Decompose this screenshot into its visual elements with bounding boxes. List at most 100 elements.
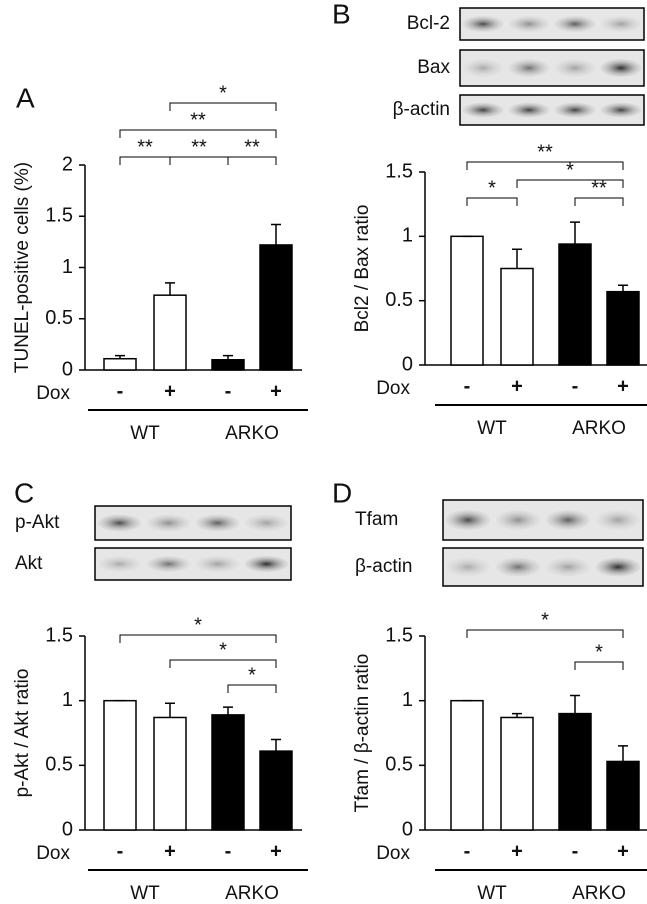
- significance-label: *: [541, 609, 549, 631]
- blot-band: [244, 514, 289, 532]
- blot-label: β-actin: [393, 99, 450, 120]
- y-axis-label: Tfam / β-actin ratio: [352, 654, 373, 813]
- blot-band: [244, 556, 289, 572]
- significance-label: *: [595, 641, 603, 663]
- bar: [211, 714, 245, 831]
- significance-bracket: [466, 197, 518, 206]
- y-tick-label: 1: [402, 689, 413, 711]
- significance-bracket: [466, 161, 624, 170]
- significance-label: *: [219, 639, 227, 661]
- error-bar: [570, 221, 580, 245]
- bar: [450, 699, 484, 831]
- error-bar: [223, 706, 233, 715]
- panel-letter: A: [16, 82, 35, 113]
- blot-label: Bax: [417, 57, 450, 78]
- x-tick-label: +: [164, 840, 176, 862]
- panel-letter: B: [332, 0, 351, 29]
- error-bar: [512, 248, 522, 269]
- group-label: WT: [130, 423, 160, 444]
- x-tick-label: +: [164, 380, 176, 402]
- group-label: ARKO: [225, 423, 279, 444]
- x-tick-label: +: [511, 375, 523, 397]
- blot-band: [508, 102, 550, 118]
- x-tick-label: -: [225, 380, 232, 402]
- group-label: WT: [477, 883, 507, 899]
- x-tick-label: -: [572, 840, 579, 862]
- blot-label: Bcl-2: [407, 13, 450, 34]
- significance-bracket: [169, 659, 277, 668]
- row-label: Dox: [36, 383, 70, 404]
- x-tick-label: -: [572, 375, 579, 397]
- bar: [558, 712, 592, 831]
- bar: [153, 716, 187, 831]
- x-tick-label: +: [270, 840, 282, 862]
- significance-label: *: [248, 664, 256, 686]
- error-bar: [223, 354, 233, 360]
- blot-band: [445, 557, 491, 577]
- y-axis-label: TUNEL-positive cells (%): [12, 162, 33, 373]
- error-bar: [618, 745, 628, 762]
- blot-label: Tfam: [355, 509, 398, 530]
- blot-band: [462, 16, 504, 32]
- bar: [153, 294, 187, 371]
- blot-band: [146, 514, 191, 532]
- significance-bracket: [574, 197, 624, 206]
- x-tick-label: +: [617, 375, 629, 397]
- bar: [500, 716, 534, 831]
- x-tick-label: -: [117, 380, 124, 402]
- blot-band: [445, 510, 491, 530]
- y-tick-label: 0: [62, 358, 73, 380]
- blot-band: [146, 556, 191, 572]
- panel-letter: D: [332, 477, 352, 508]
- blot-band: [97, 556, 142, 572]
- x-tick-label: -: [117, 840, 124, 862]
- bar: [606, 760, 640, 831]
- bar: [606, 290, 640, 366]
- panel-letter: C: [14, 477, 34, 508]
- blot-band: [554, 59, 596, 77]
- error-bar: [618, 284, 628, 292]
- bar: [259, 244, 293, 371]
- significance-label: **: [190, 109, 206, 131]
- blot-band: [462, 102, 504, 118]
- x-tick-label: +: [270, 380, 282, 402]
- y-tick-label: 1: [62, 689, 73, 711]
- blot-band: [462, 59, 504, 77]
- bar: [558, 243, 592, 366]
- blot-band: [495, 510, 541, 530]
- blot-band: [595, 510, 641, 530]
- x-tick-label: +: [511, 840, 523, 862]
- blot-band: [600, 102, 642, 118]
- bar: [450, 235, 484, 366]
- blot-band: [195, 556, 240, 572]
- significance-bracket: [574, 661, 624, 670]
- significance-label: **: [537, 141, 553, 163]
- y-tick-label: 1.5: [45, 205, 73, 227]
- blot-band: [97, 514, 142, 532]
- x-tick-label: -: [225, 840, 232, 862]
- blot-label: Akt: [15, 553, 43, 574]
- significance-label: *: [194, 614, 202, 636]
- significance-bracket: [466, 629, 624, 638]
- significance-label: **: [591, 177, 607, 199]
- y-tick-label: 1.5: [385, 624, 413, 646]
- significance-bracket: [119, 129, 277, 138]
- blot-label: β-actin: [355, 556, 412, 577]
- y-tick-label: 1: [62, 256, 73, 278]
- y-tick-label: 1: [402, 225, 413, 247]
- blot-band: [508, 16, 550, 32]
- y-tick-label: 0: [402, 818, 413, 840]
- group-label: WT: [477, 418, 507, 439]
- blot-band: [600, 16, 642, 32]
- x-tick-label: +: [617, 840, 629, 862]
- error-bar: [512, 712, 522, 718]
- significance-label: *: [566, 159, 574, 181]
- significance-label: **: [244, 136, 260, 158]
- blot-band: [600, 59, 642, 77]
- significance-bracket: [227, 684, 277, 693]
- x-tick-label: -: [464, 375, 471, 397]
- y-tick-label: 0: [402, 353, 413, 375]
- row-label: Dox: [36, 843, 70, 864]
- blot-band: [554, 16, 596, 32]
- y-tick-label: 0: [62, 818, 73, 840]
